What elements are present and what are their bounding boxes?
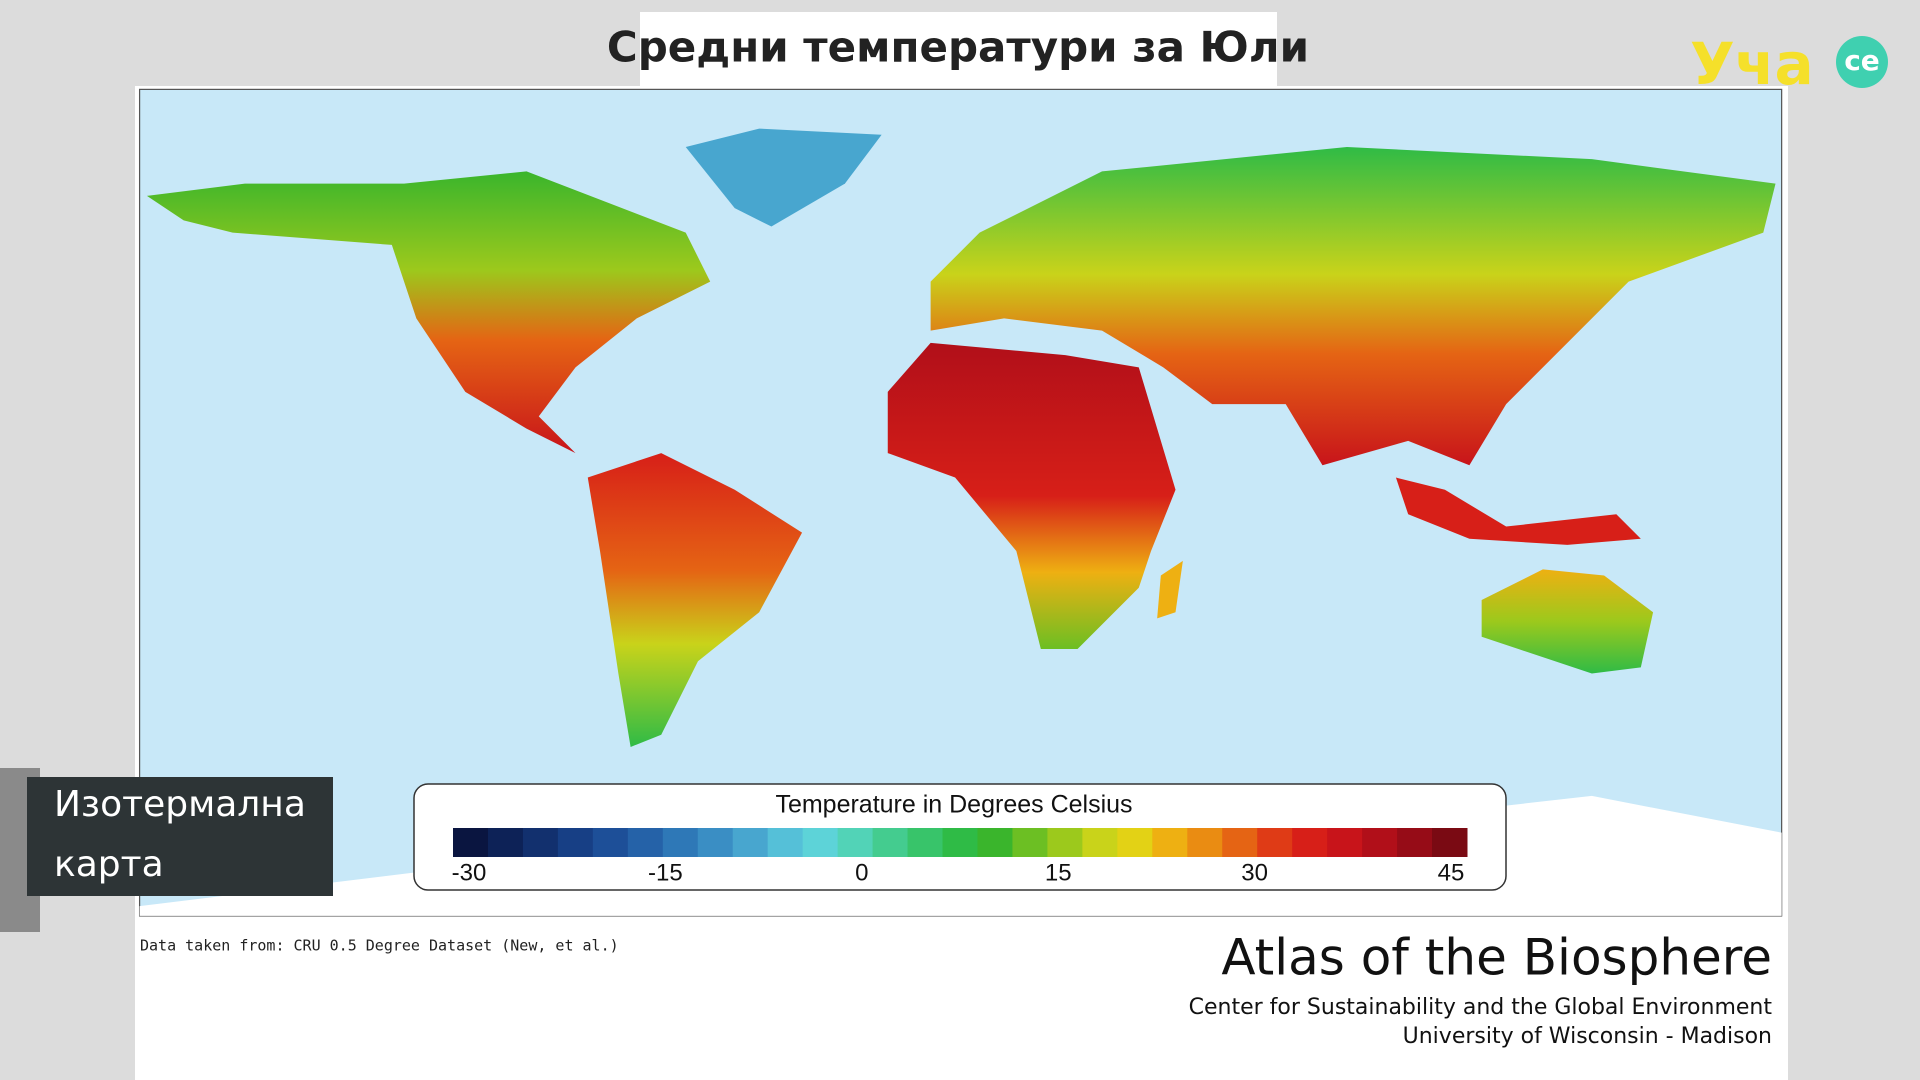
colorbar: -30 -15 0 15 30 45 [452, 828, 1468, 886]
colorbar-segment [1222, 828, 1258, 857]
colorbar-segment [1257, 828, 1293, 857]
africa [887, 342, 1176, 649]
colorbar-segment [1047, 828, 1083, 857]
colorbar-segment [697, 828, 734, 857]
legend-title: Temperature in Degrees Celsius [775, 791, 1132, 819]
colorbar-tick-label: -15 [648, 859, 683, 886]
colorbar-segment [487, 828, 524, 857]
colorbar-segment [627, 828, 664, 857]
colorbar-tick-label: -30 [452, 859, 487, 886]
title: Средни температури за Юли [607, 23, 1309, 72]
university-name: University of Wisconsin - Madison [1403, 1024, 1772, 1049]
caption-line: карта [54, 844, 164, 885]
colorbar-segment [942, 828, 978, 857]
eurasia [930, 146, 1776, 466]
madagascar [1157, 560, 1183, 619]
colorbar-segment [1152, 828, 1188, 857]
map [138, 88, 1783, 917]
colorbar-segment [557, 828, 594, 857]
colorbar-segment [453, 828, 489, 857]
colorbar-segment [1082, 828, 1118, 857]
colorbar-segment [522, 828, 559, 857]
colorbar-segment [802, 828, 839, 857]
north-america [146, 171, 711, 454]
logo-badge [1836, 36, 1888, 88]
colorbar-segment [1362, 828, 1398, 857]
south-america [587, 453, 803, 747]
colorbar-tick-label: 45 [1438, 859, 1465, 886]
maritime-asia [1395, 477, 1641, 545]
title-box [640, 12, 1277, 86]
center-name: Center for Sustainability and the Global… [1189, 995, 1773, 1020]
colorbar-segment [767, 828, 804, 857]
colorbar-segment [1012, 828, 1048, 857]
australia [1481, 569, 1654, 674]
source-note: Data taken from: CRU 0.5 Degree Dataset … [140, 937, 619, 955]
colorbar-segment [837, 828, 874, 857]
logo-badge-text: се [1844, 44, 1880, 77]
colorbar-segment [1432, 828, 1468, 857]
colorbar-segment [732, 828, 769, 857]
caption-box [27, 777, 333, 896]
colorbar-tick-label: 30 [1241, 859, 1268, 886]
colorbar-segment [662, 828, 699, 857]
colorbar-tick-label: 0 [855, 859, 868, 886]
colorbar-tick-label: 15 [1045, 859, 1072, 886]
colorbar-segment [977, 828, 1013, 857]
colorbar-segment [1292, 828, 1328, 857]
colorbar-segment [1327, 828, 1363, 857]
colorbar-segment [592, 828, 629, 857]
colorbar-segment [1397, 828, 1433, 857]
colorbar-segment [872, 828, 909, 857]
colorbar-segment [1187, 828, 1223, 857]
caption-line: Изотермална [54, 784, 306, 825]
colorbar-segment [907, 828, 944, 857]
logo-text: Уча [1690, 30, 1814, 98]
atlas-title: Atlas of the Biosphere [1221, 929, 1772, 987]
colorbar-segment [1117, 828, 1153, 857]
greenland [685, 128, 882, 227]
